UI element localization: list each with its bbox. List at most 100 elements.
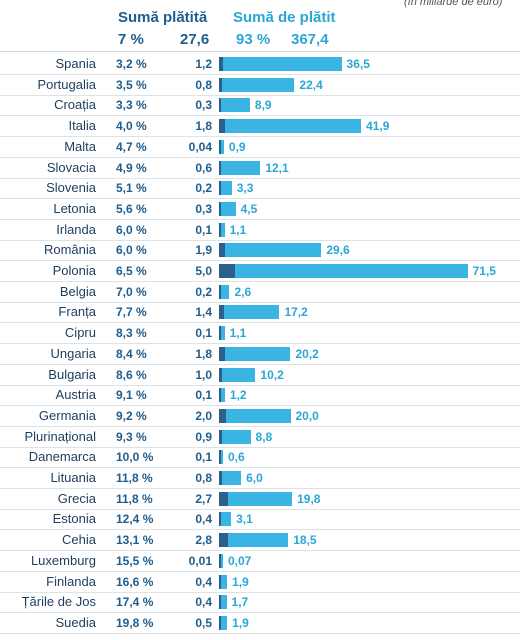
- paid-bar: [219, 119, 225, 134]
- due-amount-label: 4,5: [240, 201, 258, 216]
- country-label: Plurinațional: [24, 428, 96, 444]
- paid-amount-label: 2,7: [195, 491, 212, 506]
- due-amount-label: 8,9: [254, 98, 272, 113]
- due-bar: [235, 264, 468, 278]
- paid-amount-label: 0,2: [195, 284, 212, 299]
- due-bar: [221, 574, 228, 589]
- paid-bar: [219, 57, 223, 71]
- header-divider: [0, 51, 520, 52]
- due-amount-label: 29,6: [326, 243, 350, 258]
- row-divider: [0, 467, 520, 469]
- paid-bar: [219, 98, 221, 113]
- chart-row: Cehia 13,1 % 2,8 18,5: [0, 530, 520, 552]
- paid-amount-label: 2,8: [195, 533, 212, 548]
- due-bar: [221, 284, 230, 299]
- paid-amount-label: 1,8: [195, 119, 212, 134]
- due-amount-label: 1,9: [232, 574, 249, 589]
- paid-bar: [219, 408, 226, 423]
- chart-row: Cipru 8,3 % 0,1 1,1: [0, 323, 520, 345]
- paid-bar: [219, 264, 236, 278]
- paid-percent-label: 3,3 %: [116, 98, 147, 113]
- paid-bar: [219, 284, 221, 299]
- paid-amount-label: 0,3: [195, 98, 212, 113]
- chart-row: Lituania 11,8 % 0,8 6,0: [0, 468, 520, 489]
- due-amount-label: 0,9: [228, 139, 246, 154]
- paid-bar: [219, 429, 222, 444]
- paid-percent-label: 12,4 %: [116, 512, 154, 527]
- chart-row: Slovenia 5,1 % 0,2 3,3: [0, 178, 520, 200]
- due-amount-label: 19,8: [297, 491, 321, 506]
- paid-percent-label: 5,1 %: [116, 181, 147, 196]
- chart-row: România 6,0 % 1,9 29,6: [0, 240, 520, 262]
- row-divider: [0, 405, 520, 407]
- paid-percent-label: 6,0 %: [116, 222, 147, 237]
- row-divider: [0, 343, 520, 345]
- due-amount-label: 0,07: [228, 553, 252, 568]
- due-amount-label: 3,1: [236, 512, 253, 527]
- due-amount-label: 10,2: [260, 367, 284, 382]
- paid-percent-label: 15,5 %: [116, 553, 154, 568]
- due-amount-label: 0,6: [228, 450, 245, 465]
- paid-amount-label: 0,1: [195, 222, 212, 237]
- paid-bar: [219, 181, 221, 196]
- paid-amount-label: 0,8: [195, 77, 212, 92]
- row-divider: [0, 301, 520, 303]
- paid-percent-label: 8,4 %: [116, 346, 147, 361]
- due-bar: [221, 222, 225, 237]
- chart-row: Germania 9,2 % 2,0 20,0: [0, 406, 520, 427]
- due-bar: [223, 305, 280, 320]
- due-amount-header: Sumă de plătit: [233, 9, 336, 26]
- due-bar: [221, 512, 232, 527]
- row-divider: [0, 136, 520, 138]
- chart-row: Letonia 5,6 % 0,3 4,5: [0, 199, 520, 220]
- country-label: Slovenia: [46, 180, 96, 196]
- paid-bar: [219, 77, 222, 92]
- due-bar: [224, 119, 362, 134]
- row-divider: [0, 529, 520, 531]
- row-divider: [0, 218, 520, 220]
- paid-bar: [219, 450, 221, 465]
- due-bar: [221, 450, 223, 465]
- paid-amount-label: 0,1: [195, 450, 212, 465]
- chart-row: Bulgaria 8,6 % 1,0 10,2: [0, 365, 520, 386]
- country-label: Spania: [55, 56, 96, 71]
- due-bar: [221, 98, 250, 113]
- chart-row: Croația 3,3 % 0,3 8,9: [0, 95, 520, 117]
- paid-percent-label: 16,6 %: [116, 574, 154, 589]
- chart-row: Spania 3,2 % 1,2 36,5: [0, 54, 520, 75]
- row-divider: [0, 425, 520, 427]
- country-label: Cehia: [62, 532, 96, 548]
- paid-percent-label: 19,8 %: [116, 615, 154, 630]
- chart-row: Ungaria 8,4 % 1,8 20,2: [0, 344, 520, 365]
- country-label: Polonia: [52, 263, 96, 278]
- chart-row: Danemarca 10,0 % 0,1 0,6: [0, 447, 520, 469]
- due-bar: [221, 471, 242, 485]
- paid-bar: [219, 388, 221, 403]
- due-bar: [221, 553, 223, 568]
- country-label: Franța: [58, 304, 96, 320]
- paid-bar: [219, 326, 221, 341]
- due-bar: [221, 139, 224, 154]
- paid-amount-label: 0,1: [195, 326, 212, 341]
- due-amount-label: 17,2: [284, 305, 308, 320]
- chart-row: Irlanda 6,0 % 0,1 1,1: [0, 220, 520, 241]
- row-divider: [0, 177, 520, 179]
- paid-amount-label: 0,4: [195, 512, 212, 527]
- country-label: Malta: [64, 138, 96, 154]
- country-label: Grecia: [57, 490, 96, 506]
- due-amount-label: 6,0: [246, 471, 263, 485]
- paid-percent-label: 5,6 %: [116, 201, 147, 216]
- due-bar: [221, 595, 227, 610]
- due-amount-label: 8,8: [255, 429, 273, 444]
- paid-bar: [219, 201, 221, 216]
- paid-percent-label: 10,0 %: [116, 450, 154, 465]
- country-label: Suedia: [55, 614, 96, 630]
- row-divider: [0, 612, 520, 614]
- chart-row: Grecia 11,8 % 2,7 19,8: [0, 489, 520, 510]
- row-divider: [0, 322, 520, 324]
- due-amount-label: 1,1: [229, 222, 247, 237]
- chart-row: Suedia 19,8 % 0,5 1,9: [0, 613, 520, 634]
- country-label: Luxemburg: [30, 552, 96, 568]
- paid-percent-label: 11,8 %: [116, 491, 153, 506]
- due-bar: [221, 181, 232, 196]
